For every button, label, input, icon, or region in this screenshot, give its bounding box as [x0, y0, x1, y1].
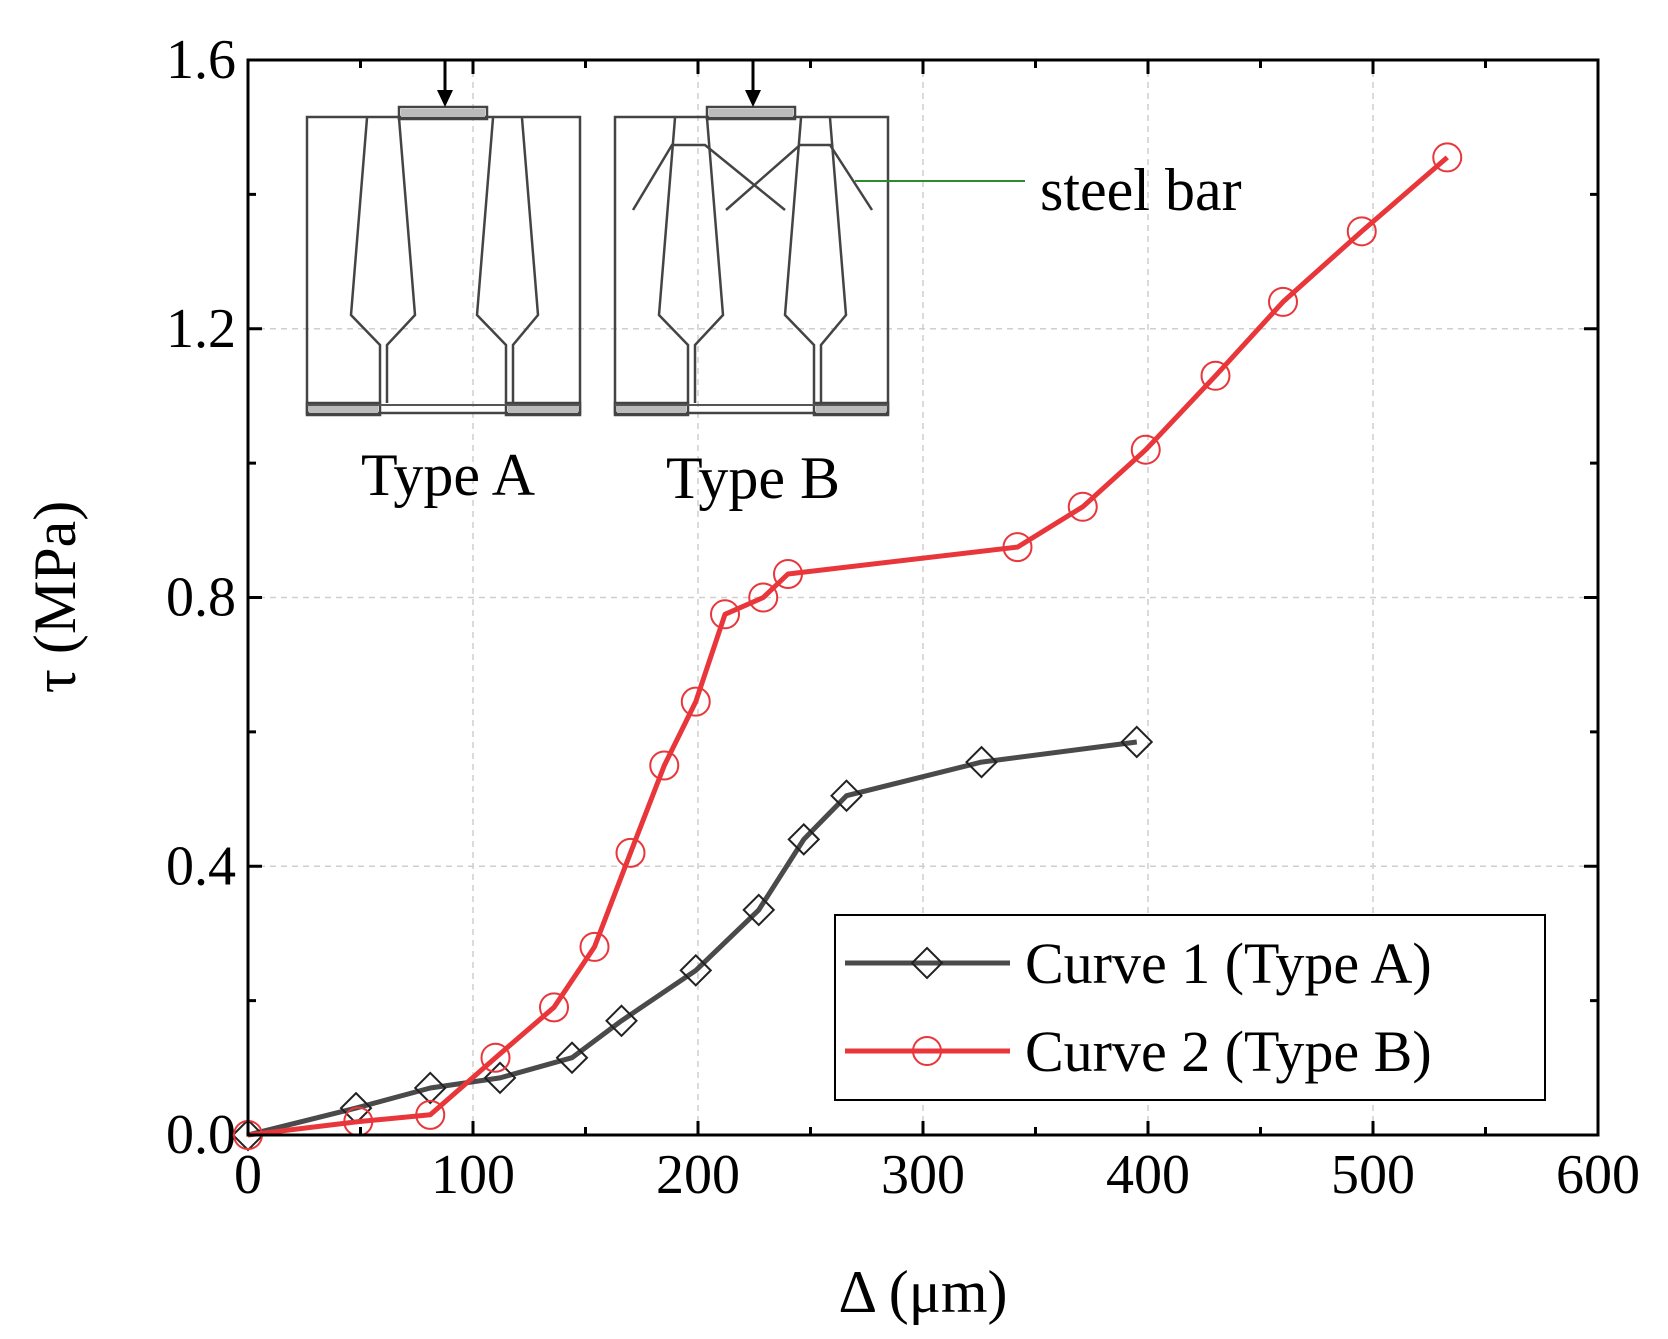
data-point-curve-1: [555, 1041, 589, 1075]
data-point-curve-1: [605, 1004, 638, 1038]
data-point-curve-2: [480, 1042, 511, 1073]
y-tick-label: 0.8: [166, 567, 236, 629]
data-point-curve-1: [483, 1061, 517, 1095]
data-point-curve-1: [679, 953, 713, 987]
tick-labels: 0 100 200 300 400 500 600 0.0 0.4 0.8 1.2 1.6: [166, 29, 1640, 1206]
legend-box: [834, 914, 1546, 1101]
data-point-curve-2: [649, 750, 680, 781]
x-tick-label: 200: [656, 1144, 740, 1206]
x-tick-label: 100: [431, 1144, 515, 1206]
data-point-curve-2: [1130, 434, 1161, 465]
y-axis-label: τ (MPa): [22, 501, 88, 693]
inset-label-type-b: Type B: [666, 445, 840, 511]
x-tick-label: 500: [1331, 1144, 1415, 1206]
y-tick-label: 0.0: [166, 1104, 236, 1166]
y-tick-label: 1.6: [166, 29, 236, 91]
legend-label-curve-2: Curve 2 (Type B): [1025, 1019, 1432, 1084]
data-point-curve-1: [1120, 725, 1154, 759]
data-point-curve-2: [579, 931, 610, 962]
data-point-curve-2: [1002, 532, 1033, 563]
data-point-curve-2: [1432, 142, 1463, 173]
inset-label-type-a: Type A: [361, 442, 535, 508]
series-line-2: [247, 155, 1449, 1138]
x-tick-label: 600: [1556, 1144, 1640, 1206]
data-point-curve-2: [748, 582, 779, 613]
legend-label-curve-1: Curve 1 (Type A): [1025, 931, 1432, 996]
data-point-curve-2: [1067, 491, 1098, 522]
data-point-curve-2: [773, 558, 803, 589]
plot-series: [231, 142, 1463, 1152]
plot-frame: [246, 58, 1600, 1137]
data-point-curve-2: [680, 686, 711, 717]
inset-type-a-diagram: [305, 60, 582, 417]
y-tick-label: 1.2: [166, 298, 236, 360]
legend: Curve 1 (Type A) Curve 2 (Type B): [834, 914, 1546, 1101]
data-point-curve-2: [539, 992, 569, 1023]
inset-type-b-diagram: [613, 60, 1025, 417]
data-point-curve-1: [413, 1071, 447, 1105]
data-point-curve-1: [830, 779, 863, 813]
data-point-curve-2: [1346, 216, 1377, 247]
data-point-curve-2: [615, 837, 646, 868]
x-tick-label: 0: [234, 1144, 262, 1206]
x-axis-label: Δ (μm): [838, 1259, 1007, 1325]
legend-marker-circle: [912, 1036, 942, 1066]
y-tick-label: 0.4: [166, 835, 236, 897]
data-point-curve-2: [1200, 360, 1231, 391]
x-tick-label: 300: [881, 1144, 965, 1206]
data-point-curve-1: [787, 822, 821, 856]
data-point-curve-2: [1268, 286, 1298, 317]
data-point-curve-1: [742, 893, 776, 927]
data-point-curve-1: [965, 745, 998, 779]
data-point-curve-2: [415, 1099, 446, 1130]
x-tick-label: 400: [1106, 1144, 1190, 1206]
steel-bar-callout-label: steel bar: [1040, 157, 1242, 223]
data-point-curve-2: [710, 599, 740, 630]
legend-marker-diamond: [910, 946, 944, 980]
